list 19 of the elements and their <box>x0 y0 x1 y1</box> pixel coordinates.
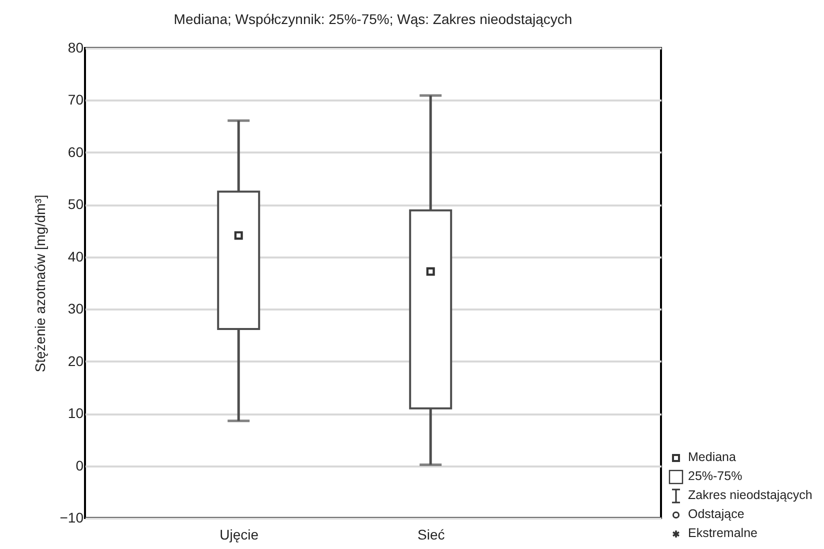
text: Zakres nieodstających <box>688 487 812 504</box>
y-axis-title: Stężenie azotnaów [mg/dm³] <box>32 194 48 372</box>
y-tick-label: 70 <box>68 92 84 108</box>
y-tick-label: 0 <box>76 457 84 474</box>
y-tick-label: 10 <box>68 405 84 422</box>
y-tick-label: −10 <box>60 510 84 526</box>
x-tick-label: Sieć <box>417 526 445 542</box>
text: Odstające <box>688 506 744 523</box>
y-tick-label: 80 <box>68 40 84 56</box>
y-tick-label: 60 <box>68 144 84 160</box>
chart-title: Mediana; Współczynnik: 25%-75%; Wąs: Zakres nieodstających <box>174 11 572 27</box>
text: Ekstremalne <box>688 525 758 542</box>
text: Mediana <box>688 449 736 466</box>
text: 25%-75% <box>688 468 742 485</box>
x-tick-label: Ujęcie <box>220 526 259 542</box>
y-tick-label: 50 <box>68 196 84 212</box>
y-tick-label: 20 <box>68 352 84 369</box>
y-tick-label: 40 <box>68 248 84 264</box>
y-tick-label: 30 <box>68 300 84 317</box>
